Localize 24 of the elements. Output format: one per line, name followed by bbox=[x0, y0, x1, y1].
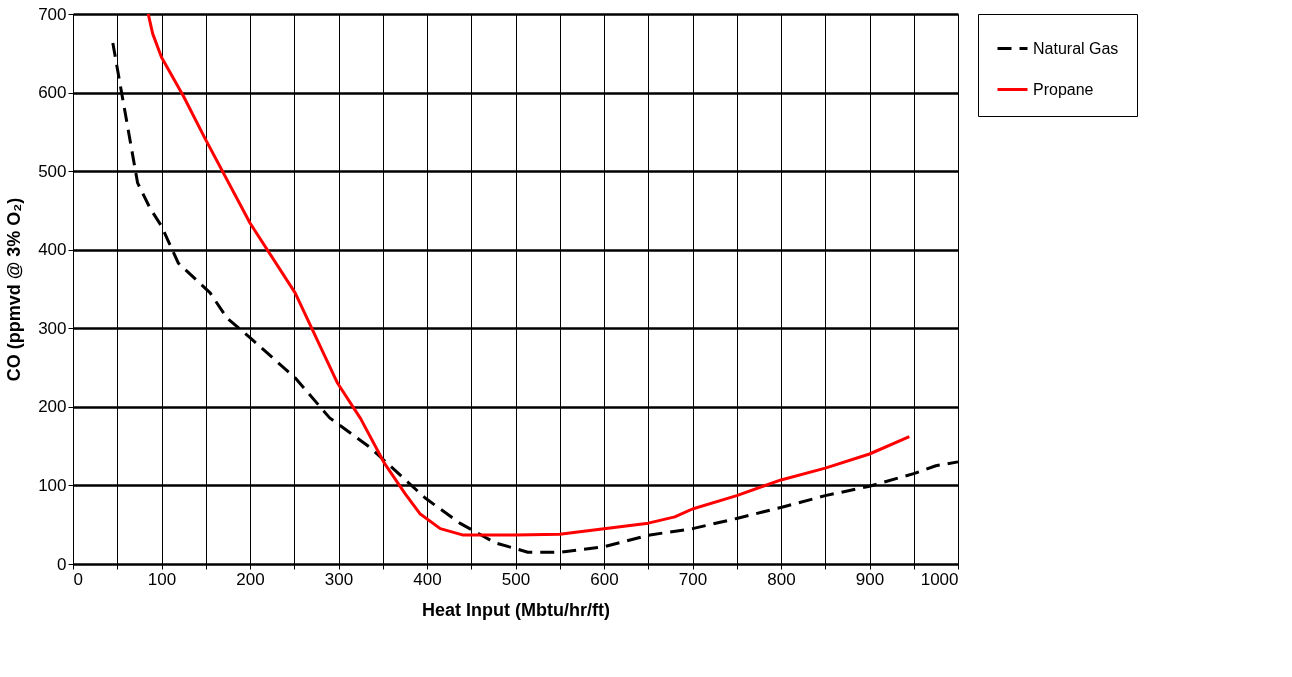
legend-label: Propane bbox=[1033, 80, 1094, 98]
x-tick-label: 300 bbox=[324, 569, 354, 589]
line-series bbox=[146, 12, 911, 537]
x-tick-label: 800 bbox=[767, 569, 796, 589]
y-tick-label: 0 bbox=[57, 554, 67, 574]
x-tick-label: 100 bbox=[147, 569, 177, 589]
y-tick-label: 300 bbox=[38, 318, 67, 338]
y-axis-title: CO (ppmvd @ 3% O₂) bbox=[4, 197, 25, 382]
y-tick-label: 500 bbox=[38, 161, 67, 181]
y-tick-label: 700 bbox=[38, 4, 67, 24]
y-tick-label: 100 bbox=[38, 475, 67, 495]
x-tick-label: 1000 bbox=[920, 569, 959, 589]
x-tick-label: 900 bbox=[855, 569, 885, 589]
x-tick-label: 700 bbox=[678, 569, 708, 589]
x-tick-label: 400 bbox=[413, 569, 442, 589]
legend-label: Natural Gas bbox=[1033, 39, 1119, 57]
x-axis-title: Heat Input (Mbtu/hr/ft) bbox=[422, 599, 610, 620]
y-tick-label: 600 bbox=[38, 83, 67, 103]
y-tick-label: 200 bbox=[38, 397, 67, 417]
x-tick-label: 0 bbox=[73, 569, 83, 589]
x-tick-label: 500 bbox=[501, 569, 531, 589]
x-tick-label: 600 bbox=[590, 569, 619, 589]
y-tick-label: 400 bbox=[38, 240, 67, 260]
x-tick-label: 200 bbox=[236, 569, 265, 589]
